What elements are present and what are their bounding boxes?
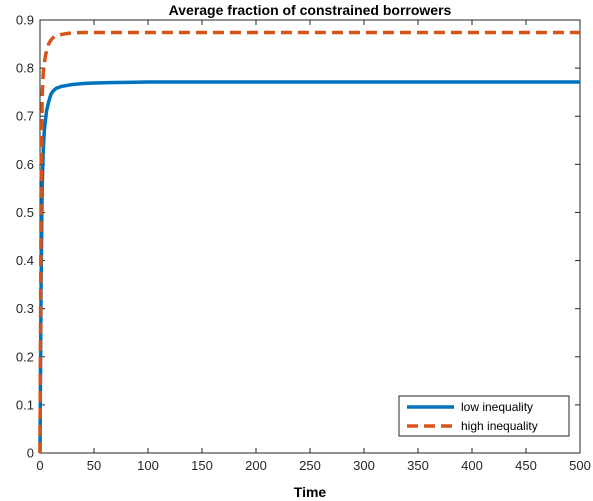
plot-area	[39, 19, 581, 454]
legend-label: high inequality	[461, 419, 538, 433]
x-tick-label: 250	[299, 458, 321, 473]
x-tick-label: 100	[137, 458, 159, 473]
y-tick-label: 0.8	[16, 61, 34, 76]
legend-label: low inequality	[461, 400, 533, 414]
y-tick-label: 0	[27, 446, 34, 461]
x-tick-label: 300	[353, 458, 375, 473]
y-tick-label: 0.5	[16, 205, 34, 220]
y-axis: 0 0.1 0.2 0.3 0.4 0.5 0.6 0.7 0.8 0.9	[16, 13, 580, 461]
y-tick-label: 0.7	[16, 109, 34, 124]
legend: low inequality high inequality	[398, 395, 570, 437]
x-tick-label: 400	[461, 458, 483, 473]
x-tick-label: 200	[245, 458, 267, 473]
legend-box	[398, 395, 570, 437]
x-tick-label: 50	[87, 458, 101, 473]
x-tick-label: 450	[515, 458, 537, 473]
series-layer	[38, 30, 580, 454]
x-tick-label: 350	[407, 458, 429, 473]
y-tick-label: 0.1	[16, 397, 34, 412]
x-tick-label: 0	[36, 458, 43, 473]
y-tick-label: 0.2	[16, 349, 34, 364]
y-tick-label: 0.4	[16, 253, 34, 268]
y-tick-label: 0.3	[16, 301, 34, 316]
plot-frame	[39, 19, 581, 454]
x-tick-label: 500	[569, 458, 591, 473]
chart-title: Average fraction of constrained borrower…	[169, 2, 452, 18]
x-axis: 0 50 100 150 200 250 300 350 400 450 500	[36, 20, 591, 473]
y-tick-label: 0.6	[16, 157, 34, 172]
y-tick-label: 0.9	[16, 13, 34, 28]
series-line-high-inequality	[38, 30, 580, 454]
x-tick-label: 150	[191, 458, 213, 473]
x-axis-label: Time	[294, 484, 327, 500]
series-line-low-inequality	[38, 80, 580, 454]
